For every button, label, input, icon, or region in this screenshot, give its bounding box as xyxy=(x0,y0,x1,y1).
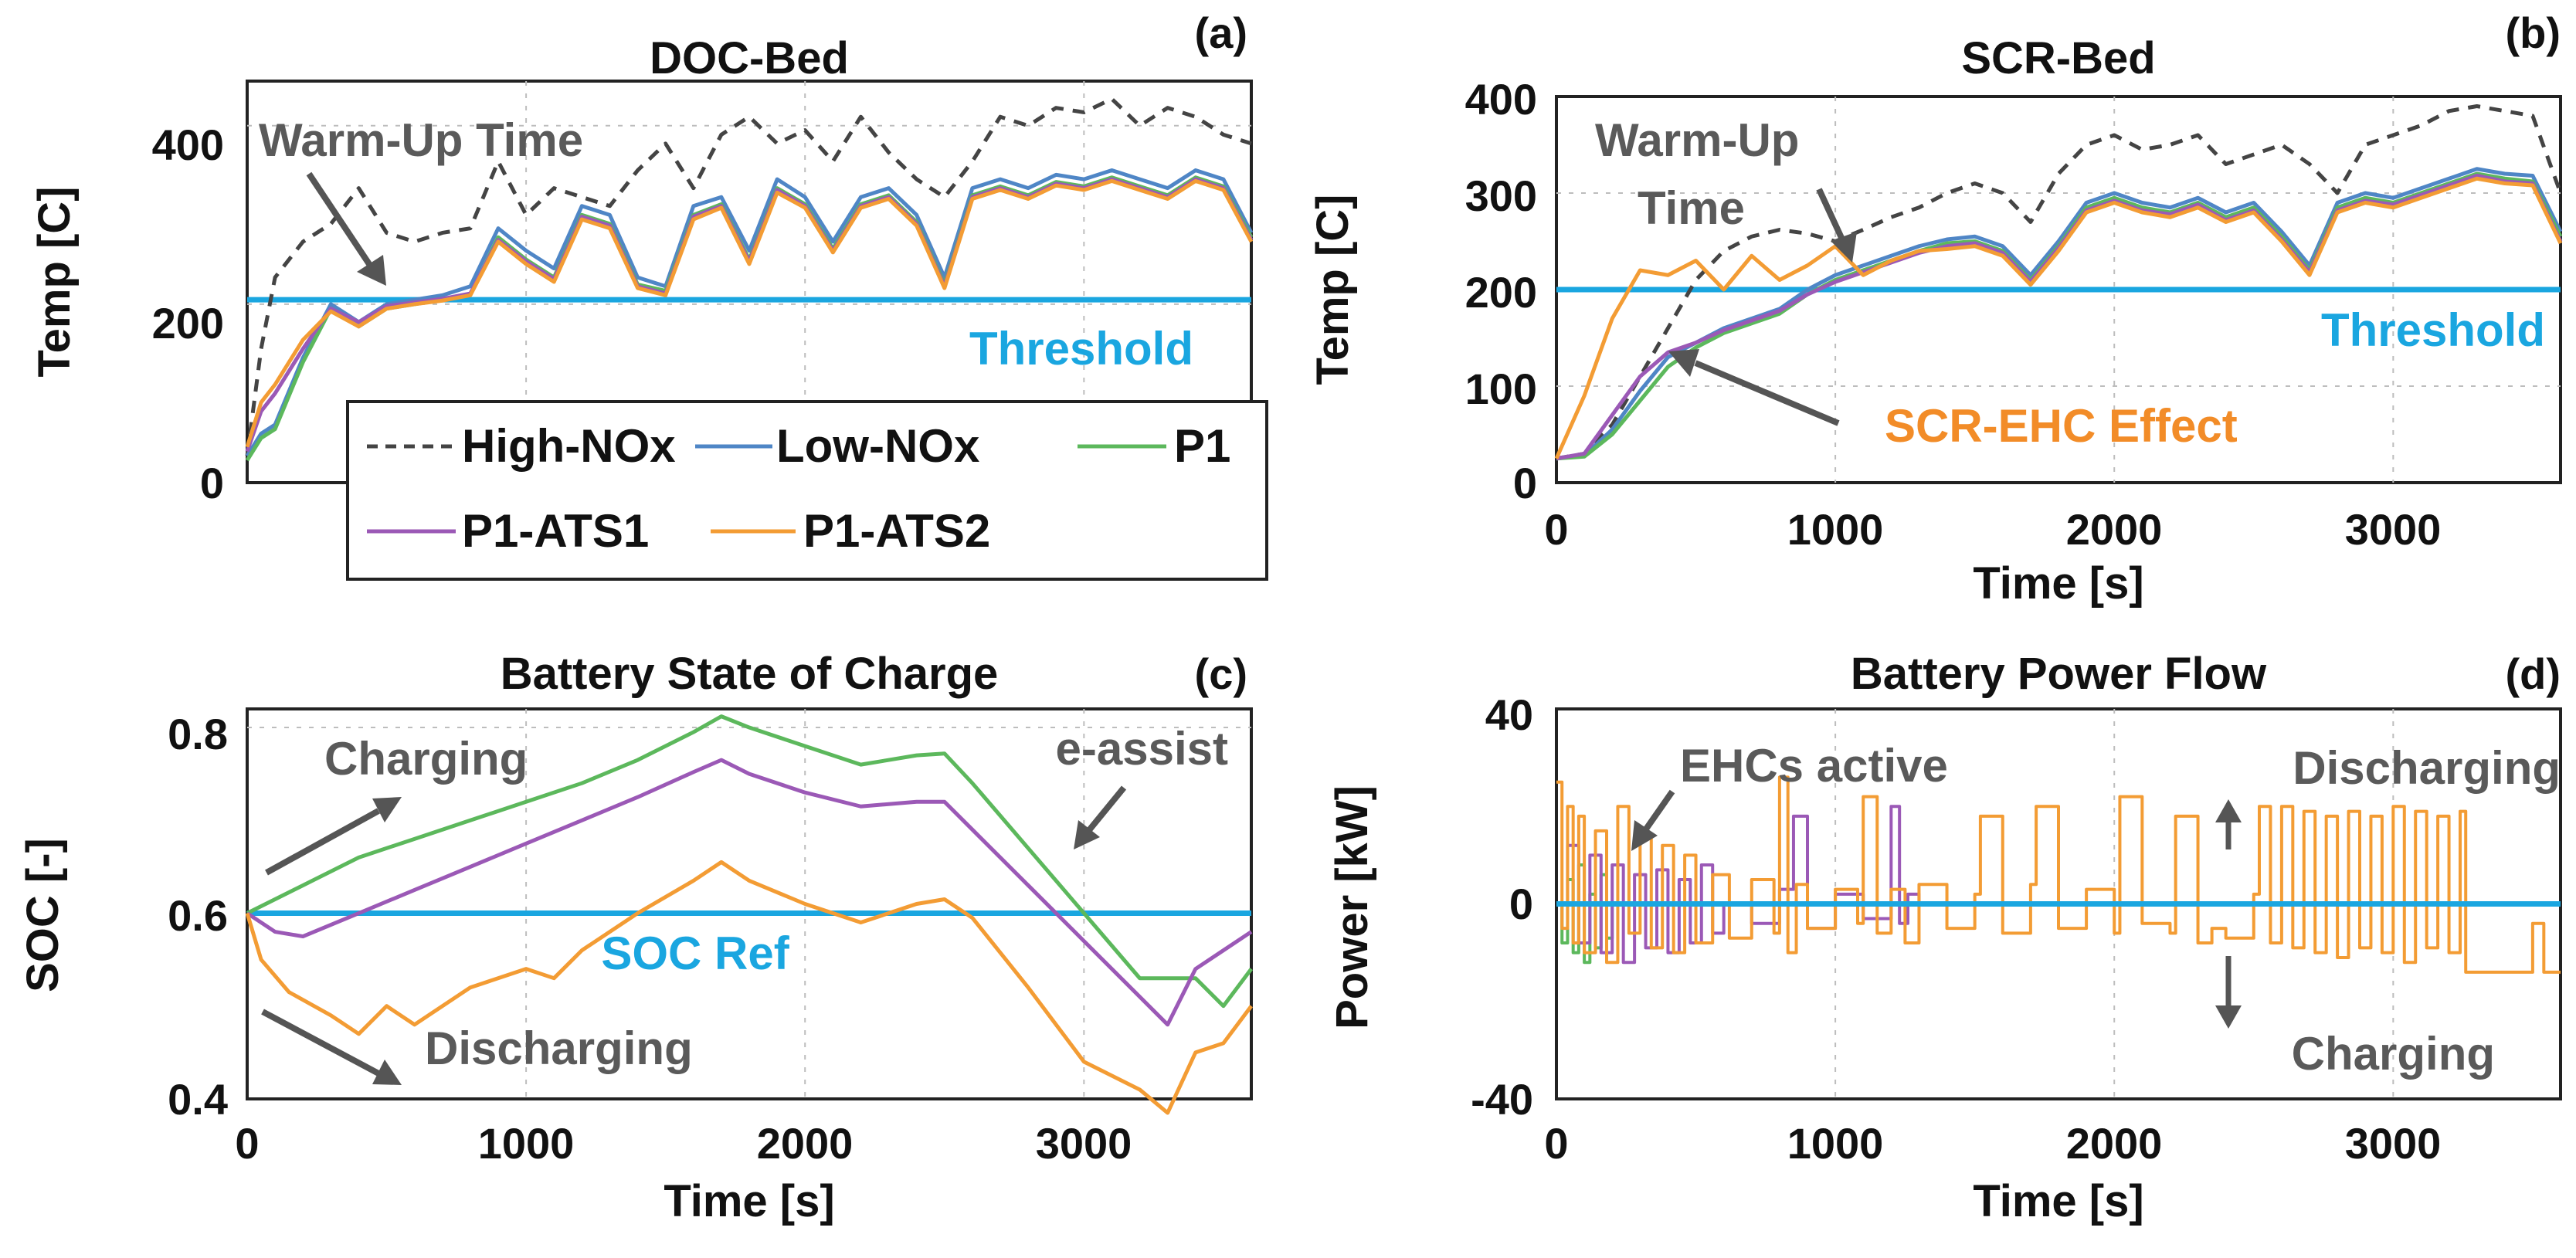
panel-b-series xyxy=(1554,104,2563,461)
panel-c-title: Battery State of Charge xyxy=(501,649,999,699)
legend-entry-p1-ats2: P1-ATS2 xyxy=(711,505,990,557)
legend-box xyxy=(346,400,1268,581)
panel-b-xlabel: Time [s] xyxy=(1973,558,2143,609)
panel-d-charging-arrow xyxy=(2215,956,2242,1029)
panel-d-xtick-0: 0 xyxy=(1544,1119,1568,1168)
panel-a-ytick-0: 0 xyxy=(200,459,224,507)
panel-b-xtick-3000: 3000 xyxy=(2345,505,2442,554)
panel-c-series xyxy=(245,714,1253,1115)
panel-d-xtick-2000: 2000 xyxy=(2066,1119,2163,1168)
panel-c-ytick-0.4: 0.4 xyxy=(168,1075,228,1124)
panel-b-ytick-300: 300 xyxy=(1465,171,1537,220)
panel-a-ytick-400: 400 xyxy=(152,120,224,169)
panel-c-eassist-arrow xyxy=(1074,785,1127,849)
panel-c-ytick-0.6: 0.6 xyxy=(168,891,228,940)
svg-text:Low-NOx: Low-NOx xyxy=(776,420,979,472)
panel-b-xtick-1000: 1000 xyxy=(1787,505,1884,554)
panel-a-ylabel: Temp [C] xyxy=(29,186,80,377)
panel-a-threshold-label: Threshold xyxy=(969,323,1193,375)
panel-d-ytick-0: 0 xyxy=(1509,880,1533,928)
panel-a-doc-bed: DOC-Bed (a) Temp [C] 400 200 0 Threshold… xyxy=(29,8,1268,581)
panel-b-ytick-0: 0 xyxy=(1513,459,1537,507)
panel-d-tag: (d) xyxy=(2505,649,2561,698)
legend-entry-low-nox: Low-NOx xyxy=(695,420,979,472)
panel-c-charging-arrow xyxy=(265,797,402,876)
panel-b-ytick-200: 200 xyxy=(1465,268,1537,317)
panel-c-series-p1 xyxy=(246,714,1253,1009)
panel-c-series-p1-ats2 xyxy=(245,860,1253,1115)
panel-c-battery-soc: Battery State of Charge (c) SOC [-] 0.8 … xyxy=(18,649,1253,1226)
panel-b-scr-ehc-annotation: SCR-EHC Effect xyxy=(1885,400,2238,452)
legend-entry-p1-ats1: P1-ATS1 xyxy=(367,505,649,557)
panel-d-ehcs-arrow xyxy=(1631,789,1675,851)
legend-entry-high-nox: High-NOx xyxy=(367,420,676,472)
panel-d-title: Battery Power Flow xyxy=(1851,649,2267,699)
panel-d-ytick-40: 40 xyxy=(1485,690,1533,739)
panel-b-warmup-annotation: Warm-Up xyxy=(1595,114,1799,166)
panel-c-discharging-annotation: Discharging xyxy=(425,1022,693,1074)
panel-a-series-high-nox xyxy=(245,97,1252,456)
panel-a-warmup-annotation: Warm-Up Time xyxy=(259,114,583,166)
panel-b-xtick-0: 0 xyxy=(1544,505,1568,554)
panel-b-threshold-label: Threshold xyxy=(2321,304,2545,356)
panel-b-ytick-400: 400 xyxy=(1465,75,1537,124)
panel-c-xtick-1000: 1000 xyxy=(478,1119,575,1168)
svg-text:P1-ATS2: P1-ATS2 xyxy=(803,505,990,557)
panel-d-xtick-3000: 3000 xyxy=(2345,1119,2442,1168)
panel-c-series-p1-ats1 xyxy=(246,758,1253,1027)
panel-b-ylabel: Temp [C] xyxy=(1308,194,1358,385)
panel-c-tag: (c) xyxy=(1195,649,1247,698)
panel-c-xlabel: Time [s] xyxy=(664,1176,834,1226)
panel-c-xtick-2000: 2000 xyxy=(757,1119,854,1168)
panel-c-charging-annotation: Charging xyxy=(324,733,528,785)
panel-c-xtick-0: 0 xyxy=(235,1119,259,1168)
svg-text:High-NOx: High-NOx xyxy=(462,420,676,472)
panel-b-title: SCR-Bed xyxy=(1961,33,2155,83)
panel-c-eassist-annotation: e-assist xyxy=(1056,723,1228,775)
panel-a-series-p1-ats2 xyxy=(245,178,1254,448)
panel-c-discharging-arrow xyxy=(261,1009,402,1085)
panel-b-scr-bed: SCR-Bed (b) Temp [C] 400 300 200 100 0 0… xyxy=(1308,8,2563,609)
panel-b-warmup-arrow xyxy=(1816,188,1857,263)
panel-a-ytick-200: 200 xyxy=(152,299,224,348)
panel-b-xtick-2000: 2000 xyxy=(2066,505,2163,554)
panel-c-ylabel: SOC [-] xyxy=(18,838,68,992)
panel-b-ytick-100: 100 xyxy=(1465,365,1537,413)
panel-b-series-p1-ats2 xyxy=(1554,176,2563,459)
panel-b-scr-ehc-arrow xyxy=(1668,349,1840,426)
panel-c-ytick-0.8: 0.8 xyxy=(168,710,228,758)
panel-c-socref-label: SOC Ref xyxy=(601,927,789,979)
panel-b-series-high-nox xyxy=(1556,104,2563,461)
panel-d-series xyxy=(1556,775,2561,974)
legend-entry-p1: P1 xyxy=(1078,420,1230,472)
panel-d-ehcs-annotation: EHCs active xyxy=(1680,740,1948,792)
panel-b-grid xyxy=(1556,97,2561,483)
panel-d-discharging-arrow xyxy=(2215,799,2242,849)
panel-b-tag: (b) xyxy=(2505,8,2561,57)
panel-c-grid xyxy=(247,709,1251,1099)
panel-d-charging-annotation: Charging xyxy=(2292,1028,2495,1080)
panel-a-title: DOC-Bed xyxy=(650,33,849,83)
panel-d-battery-power: Battery Power Flow (d) Power [kW] 40 0 -… xyxy=(1327,649,2562,1226)
panel-a-tag: (a) xyxy=(1195,8,1247,57)
legend: High-NOx Low-NOx P1 P1-ATS1 P1-ATS2 xyxy=(346,400,1268,581)
panel-a-warmup-arrow xyxy=(306,171,386,286)
panel-c-xtick-3000: 3000 xyxy=(1036,1119,1132,1168)
panel-b-time-annotation: Time xyxy=(1638,182,1745,234)
panel-d-ylabel: Power [kW] xyxy=(1327,785,1377,1029)
svg-text:P1-ATS1: P1-ATS1 xyxy=(462,505,649,557)
svg-text:P1: P1 xyxy=(1174,420,1230,472)
panel-a-series xyxy=(245,97,1254,462)
panel-d-grid xyxy=(1556,709,2561,1099)
panel-d-xtick-1000: 1000 xyxy=(1787,1119,1884,1168)
panel-d-series-p1-ats2 xyxy=(1556,775,2561,974)
panel-d-ytick-neg40: -40 xyxy=(1471,1075,1533,1124)
panel-d-xlabel: Time [s] xyxy=(1973,1176,2143,1226)
panel-d-discharging-annotation: Discharging xyxy=(2293,742,2561,794)
